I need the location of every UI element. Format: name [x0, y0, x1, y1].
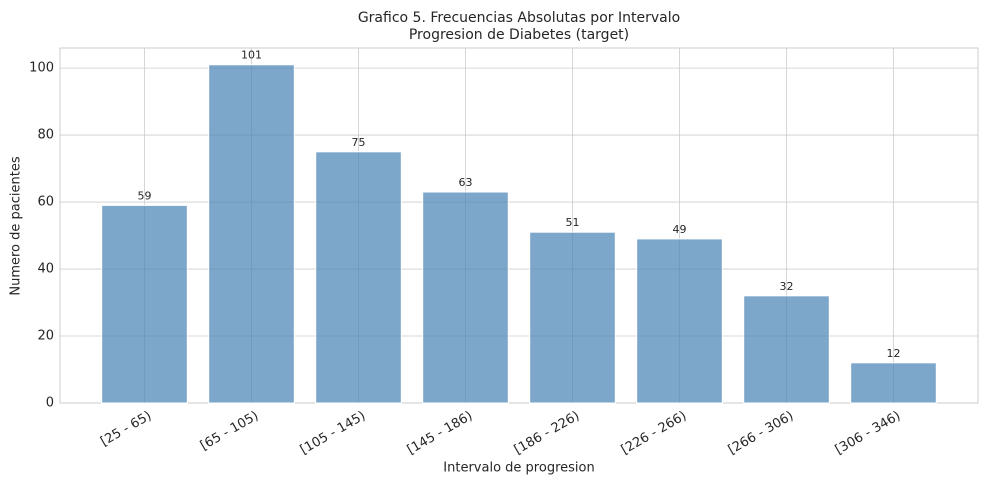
y-axis-label: Numero de pacientes [9, 156, 24, 295]
bar [529, 231, 616, 404]
bar [208, 64, 295, 404]
x-axis-label: Intervalo de progresion [443, 461, 594, 476]
data-label: 51 [566, 216, 580, 229]
data-label: 75 [352, 136, 366, 149]
chart-title: Grafico 5. Frecuencias Absolutas por Int… [358, 10, 680, 26]
bar [422, 191, 509, 404]
y-tick-label: 80 [37, 128, 54, 143]
y-tick-label: 0 [46, 396, 54, 411]
x-tick-label: [186 - 226) [512, 409, 582, 458]
x-tick-label: [65 - 105) [198, 409, 261, 454]
data-label: 32 [780, 280, 794, 293]
bar [101, 204, 188, 404]
data-label: 12 [887, 347, 901, 360]
data-label: 101 [241, 49, 262, 62]
data-label: 59 [138, 189, 152, 202]
x-tick-label: [306 - 346) [833, 409, 903, 458]
x-tick-label: [266 - 306) [726, 409, 796, 458]
x-tick-label: [105 - 145) [298, 409, 368, 458]
x-tick-label: [25 - 65) [98, 409, 154, 450]
chart-subtitle: Progresion de Diabetes (target) [409, 27, 629, 43]
y-tick-label: 20 [37, 329, 54, 344]
bar [850, 362, 937, 404]
x-tick-label: [226 - 266) [619, 409, 689, 458]
bar [743, 295, 830, 404]
x-tick-label: [145 - 186) [405, 409, 475, 458]
plot-frame [59, 47, 979, 404]
bar [636, 238, 723, 404]
bar [315, 151, 402, 404]
y-tick-label: 60 [37, 195, 54, 210]
data-label: 63 [459, 176, 473, 189]
data-label: 49 [673, 223, 687, 236]
y-tick-label: 40 [37, 262, 54, 277]
y-tick-label: 100 [29, 61, 54, 76]
